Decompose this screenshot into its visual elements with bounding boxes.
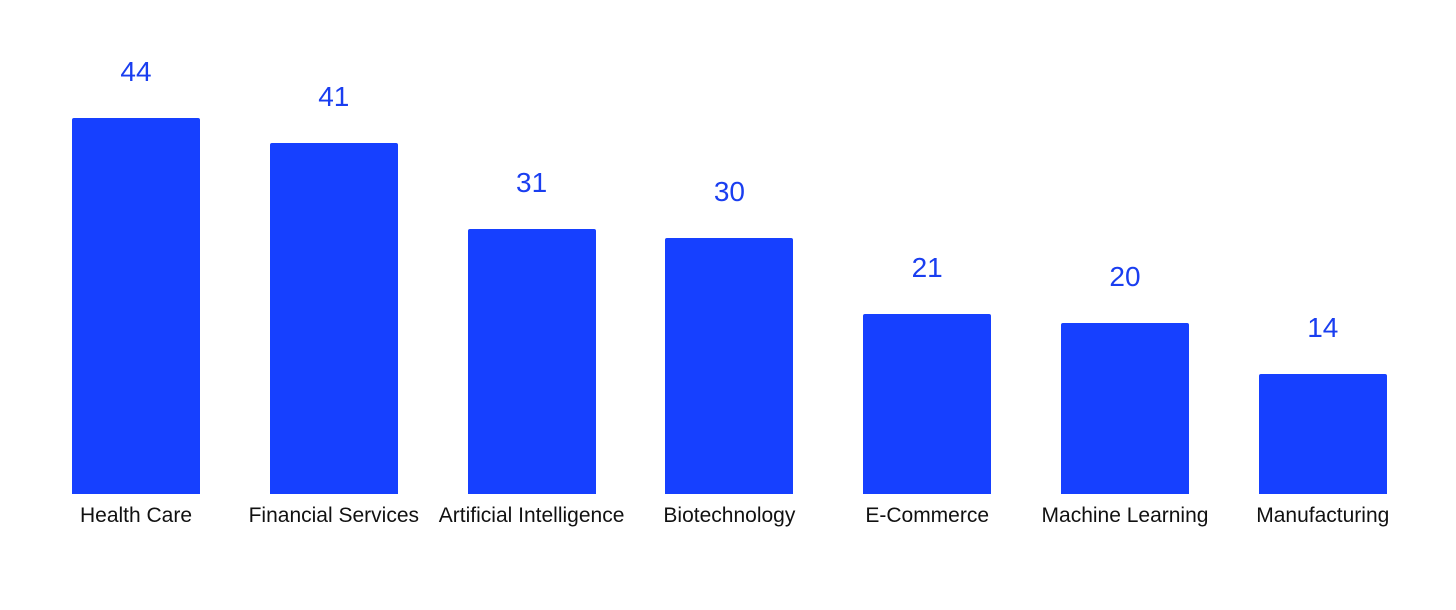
bar	[1258, 374, 1387, 494]
bar	[467, 228, 596, 494]
bar	[665, 237, 794, 494]
x-tick-label: Health Care	[79, 504, 193, 527]
value-label: 20	[1109, 261, 1141, 292]
value-label: 41	[318, 81, 350, 113]
value-label: 30	[713, 175, 745, 207]
value-label: 21	[911, 252, 943, 284]
x-tick-label: Machine Learning	[1041, 504, 1209, 527]
value-label: 31	[516, 166, 548, 198]
bar	[72, 117, 200, 494]
x-tick-label: Biotechnology	[663, 504, 796, 527]
x-tick-label: E-Commerce	[865, 504, 990, 527]
bar	[863, 314, 992, 494]
value-label: 14	[1307, 312, 1339, 344]
x-tick-label: Artificial Intelligence	[438, 504, 625, 527]
bar	[1061, 323, 1189, 494]
bar	[269, 143, 398, 494]
x-tick-label: Financial Services	[248, 504, 419, 527]
value-label: 44	[120, 55, 152, 87]
x-tick-label: Manufacturing	[1256, 504, 1390, 527]
